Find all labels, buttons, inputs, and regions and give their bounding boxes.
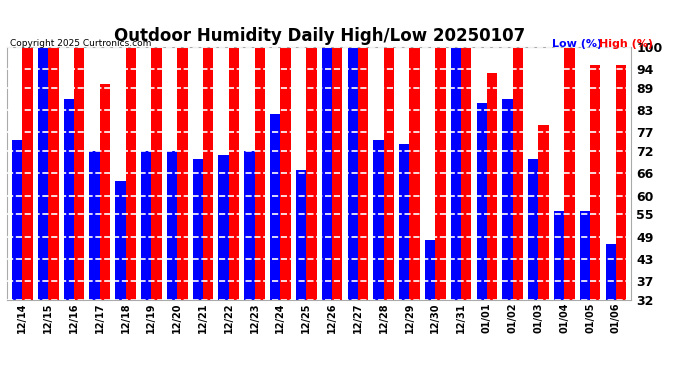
Bar [90, 151, 100, 300]
Bar [425, 240, 435, 300]
Bar [477, 103, 487, 300]
Bar [616, 66, 627, 300]
Bar [12, 140, 22, 300]
Bar [322, 47, 332, 300]
Bar [167, 151, 177, 300]
Bar [606, 244, 616, 300]
Bar [306, 47, 317, 300]
Bar [538, 125, 549, 300]
Bar [115, 181, 126, 300]
Title: Outdoor Humidity Daily High/Low 20250107: Outdoor Humidity Daily High/Low 20250107 [113, 27, 525, 45]
Bar [373, 140, 384, 300]
Bar [461, 47, 471, 300]
Bar [255, 47, 265, 300]
Bar [63, 99, 74, 300]
Bar [74, 47, 84, 300]
Bar [409, 47, 420, 300]
Bar [219, 155, 229, 300]
Bar [126, 47, 136, 300]
Bar [229, 47, 239, 300]
Bar [590, 66, 600, 300]
Bar [564, 47, 575, 300]
Bar [100, 84, 110, 300]
Bar [435, 47, 446, 300]
Bar [580, 211, 590, 300]
Bar [384, 47, 394, 300]
Bar [513, 47, 523, 300]
Bar [280, 47, 290, 300]
Bar [358, 47, 368, 300]
Bar [502, 99, 513, 300]
Bar [193, 159, 203, 300]
Bar [177, 47, 188, 300]
Bar [399, 144, 409, 300]
Bar [296, 170, 306, 300]
Bar [270, 114, 280, 300]
Bar [203, 47, 213, 300]
Bar [332, 47, 342, 300]
Bar [141, 151, 151, 300]
Bar [451, 47, 461, 300]
Bar [48, 47, 59, 300]
Text: High (%): High (%) [599, 39, 653, 50]
Bar [22, 47, 32, 300]
Bar [38, 47, 48, 300]
Text: Copyright 2025 Curtronics.com: Copyright 2025 Curtronics.com [10, 39, 152, 48]
Bar [244, 151, 255, 300]
Bar [151, 47, 161, 300]
Text: Low (%): Low (%) [552, 39, 602, 50]
Bar [348, 47, 358, 300]
Bar [487, 73, 497, 300]
Bar [528, 159, 538, 300]
Bar [554, 211, 564, 300]
